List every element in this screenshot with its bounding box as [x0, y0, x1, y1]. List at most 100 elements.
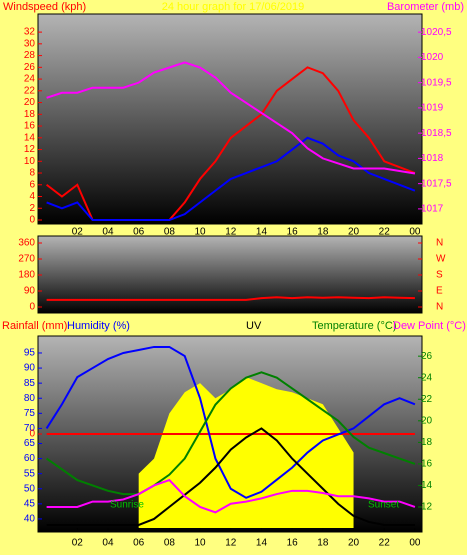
x-tick-label: 00 — [409, 227, 421, 238]
annotation: Sunset — [368, 500, 399, 511]
y2-tick-label: 1020,5 — [421, 27, 452, 38]
y-tick-label: 26 — [24, 62, 36, 73]
series-line — [46, 136, 416, 221]
x-tick-label: 04 — [102, 227, 114, 238]
x-tick-label: 18 — [317, 538, 329, 549]
y2-tick-label: 1018,5 — [421, 128, 452, 139]
y2-tick-label: 22 — [421, 394, 433, 405]
y2-tick-label: 14 — [421, 480, 433, 491]
x-tick-label: 22 — [379, 538, 391, 549]
legend-label: Rainfall (mm) — [2, 320, 67, 332]
legend-label: Dew Point (°C) — [393, 320, 466, 332]
y-tick-label: 16 — [24, 121, 36, 132]
y-tick-label: 4 — [29, 191, 35, 202]
x-tick-label: 08 — [164, 227, 176, 238]
x-tick-label: 08 — [164, 538, 176, 549]
y2-tick-label: N — [436, 238, 443, 249]
y-tick-label: 90 — [24, 286, 36, 297]
y-tick-label: 75 — [24, 408, 36, 419]
x-tick-label: 02 — [72, 227, 84, 238]
x-tick-label: 12 — [225, 538, 237, 549]
y-tick-label: 40 — [24, 514, 36, 525]
y-tick-label: 85 — [24, 378, 36, 389]
y2-tick-label: 26 — [421, 351, 433, 362]
y-tick-label: 2 — [29, 203, 35, 214]
y3-tick-label: 0 — [29, 429, 35, 440]
y2-tick-label: E — [436, 286, 443, 297]
y-tick-label: 65 — [24, 438, 36, 449]
y2-tick-label: 1019 — [421, 103, 444, 114]
y2-tick-label: 12 — [421, 502, 433, 513]
x-tick-label: 22 — [379, 227, 391, 238]
y-tick-label: 45 — [24, 498, 36, 509]
y2-tick-label: 16 — [421, 459, 433, 470]
x-tick-label: 16 — [287, 538, 299, 549]
x-tick-label: 06 — [133, 227, 145, 238]
y2-tick-label: 1020 — [421, 52, 444, 63]
y2-tick-label: 1018 — [421, 153, 444, 164]
x-tick-label: 20 — [348, 538, 360, 549]
y-tick-label: 28 — [24, 50, 36, 61]
y-tick-label: 10 — [24, 156, 36, 167]
y-tick-label: 0 — [29, 215, 35, 226]
y-tick-label: 32 — [24, 27, 36, 38]
y2-tick-label: N — [436, 302, 443, 313]
y-tick-label: 50 — [24, 483, 36, 494]
y2-tick-label: W — [436, 254, 446, 265]
plot-background — [37, 235, 423, 314]
x-tick-label: 14 — [256, 227, 268, 238]
x-tick-label: 02 — [72, 538, 84, 549]
y-tick-label: 8 — [29, 168, 35, 179]
y2-tick-label: 1017,5 — [421, 178, 452, 189]
y-tick-label: 360 — [18, 238, 35, 249]
y2-tick-label: 20 — [421, 415, 433, 426]
y-tick-label: 24 — [24, 74, 36, 85]
y-tick-label: 55 — [24, 468, 36, 479]
series-line — [46, 296, 415, 301]
y2-tick-label: 18 — [421, 437, 433, 448]
x-tick-label: 16 — [287, 227, 299, 238]
legend-label: Temperature (°C) — [312, 320, 396, 332]
y2-tick-label: S — [436, 270, 443, 281]
y2-tick-label: 24 — [421, 372, 433, 383]
legend-label: Barometer (mb) — [387, 1, 464, 13]
y-tick-label: 6 — [29, 179, 35, 190]
y-tick-label: 20 — [24, 97, 36, 108]
series-line — [46, 478, 416, 514]
x-tick-label: 04 — [102, 538, 114, 549]
y-tick-label: 14 — [24, 132, 36, 143]
x-tick-label: 20 — [348, 227, 360, 238]
x-tick-label: 14 — [256, 538, 268, 549]
x-tick-label: 00 — [409, 538, 421, 549]
annotation: Sunrise — [110, 500, 144, 511]
series-line — [45, 345, 416, 499]
y-tick-label: 270 — [18, 254, 35, 265]
x-tick-label: 18 — [317, 227, 329, 238]
legend-label: Windspeed (kph) — [3, 1, 86, 13]
y-tick-label: 18 — [24, 109, 36, 120]
x-tick-label: 10 — [195, 538, 207, 549]
y-tick-label: 70 — [24, 423, 36, 434]
y-tick-label: 30 — [24, 38, 36, 49]
y2-tick-label: 1017 — [421, 204, 444, 215]
y-tick-label: 180 — [18, 270, 35, 281]
y-tick-label: 90 — [24, 363, 36, 374]
x-tick-label: 10 — [195, 227, 207, 238]
x-tick-label: 06 — [133, 538, 145, 549]
y-tick-label: 0 — [29, 302, 35, 313]
y2-tick-label: 1019,5 — [421, 77, 452, 88]
y-tick-label: 22 — [24, 85, 36, 96]
legend-label: UV — [246, 320, 262, 332]
x-tick-label: 12 — [225, 227, 237, 238]
y-tick-label: 80 — [24, 393, 36, 404]
plot-background — [37, 13, 423, 225]
series-line — [46, 427, 415, 526]
series-line — [46, 371, 416, 496]
y-tick-label: 95 — [24, 348, 36, 359]
y-tick-label: 60 — [24, 453, 36, 464]
legend-label: Humidity (%) — [67, 320, 130, 332]
series-line — [46, 61, 416, 175]
y-tick-label: 12 — [24, 144, 36, 155]
chart-title: 24 hour graph for 17/06/2019 — [162, 1, 305, 13]
